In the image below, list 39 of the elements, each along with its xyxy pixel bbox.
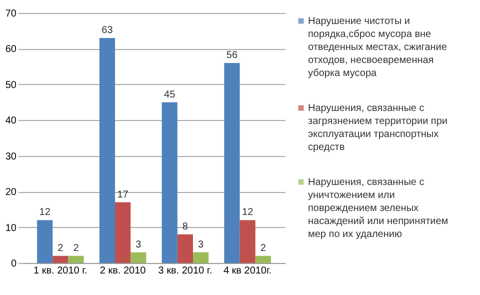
y-tick-label: 30: [5, 151, 17, 162]
y-tick-label: 60: [5, 44, 17, 56]
data-label: 2: [73, 242, 80, 254]
data-label: 56: [226, 50, 238, 61]
bar: [224, 63, 240, 263]
legend-label: Нарушения, связанные с уничтожением или повреждением зеленых насаждений или непринятием мер по их удалению: [308, 177, 448, 240]
bar: [68, 256, 84, 263]
y-tick-label: 40: [5, 116, 17, 127]
y-tick-label: 20: [5, 187, 17, 198]
x-tick-label: 3 кв. 2010 г.: [158, 266, 212, 276]
bar: [255, 256, 271, 263]
bar: [162, 102, 178, 263]
bar: [240, 220, 256, 263]
y-tick-label: 70: [5, 8, 17, 20]
data-label: 3: [198, 239, 204, 250]
bar: [192, 252, 209, 263]
data-label: 8: [182, 221, 188, 232]
data-label: 2: [260, 242, 266, 254]
bar: [130, 252, 146, 263]
data-label: 3: [136, 239, 142, 250]
x-tick-label: 4 кв 2010г.: [223, 266, 272, 276]
data-label: 12: [39, 207, 51, 218]
y-tick-label: 50: [5, 80, 17, 91]
y-tick-label: 0: [10, 258, 17, 270]
legend-label: Нарушение чистоты и порядка,сброс мусора вне отведенных местах, сжигание отходов, несвоевременная уборка мусора: [308, 16, 448, 79]
data-label: 63: [102, 25, 114, 36]
bar: [115, 202, 131, 263]
data-label: 12: [242, 207, 254, 218]
bar: [37, 220, 53, 263]
data-label: 45: [164, 89, 176, 100]
x-tick-label: 2 кв. 2010: [100, 266, 146, 276]
data-label: 17: [117, 189, 129, 200]
bar: [99, 38, 116, 263]
legend-label: Нарушения, связанные с загрязнением территории при эксплуатации транспортных средств: [308, 103, 448, 153]
data-label: 2: [58, 242, 64, 254]
y-tick-label: 10: [5, 222, 17, 234]
x-tick-label: 1 кв. 2010 г.: [34, 266, 88, 276]
bar: [177, 234, 193, 263]
bar: [52, 256, 68, 263]
